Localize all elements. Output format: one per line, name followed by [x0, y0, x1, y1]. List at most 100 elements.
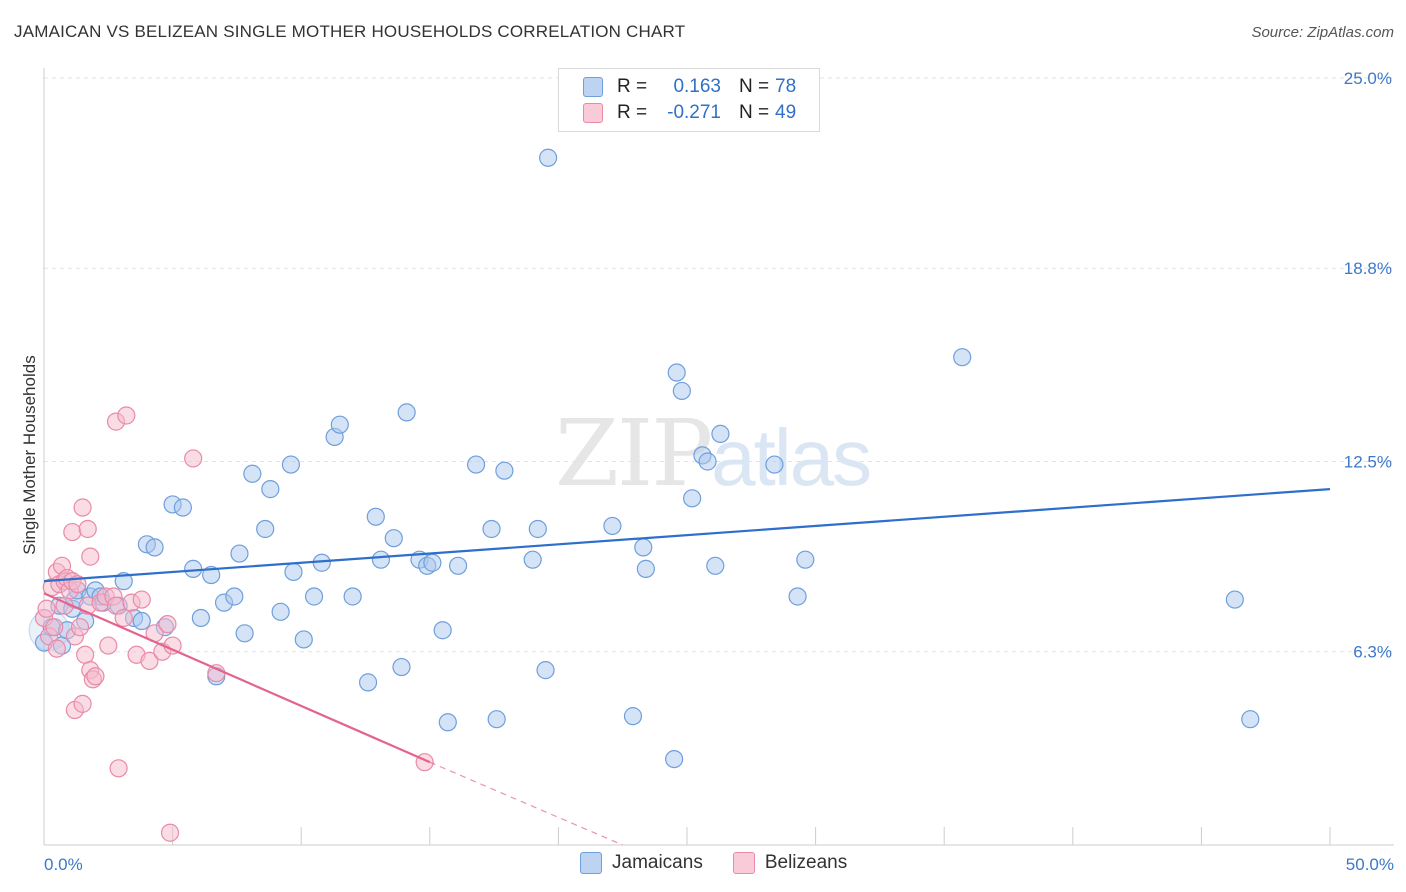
jamaican-point — [397, 403, 416, 422]
y-axis-label: Single Mother Households — [20, 355, 39, 555]
jamaican-point — [466, 455, 486, 474]
correlation-legend: R = 0.163 N = 78 R = -0.271 N = 49 — [558, 68, 820, 132]
jamaican-point — [294, 630, 313, 649]
jamaican-point — [132, 611, 151, 631]
jamaican-point — [243, 464, 262, 483]
belizean-point — [37, 599, 56, 618]
jamaican-point — [672, 381, 691, 401]
jamaican-point — [304, 587, 324, 606]
belizean-point — [140, 651, 159, 671]
jamaican-point — [667, 363, 686, 382]
jamaican-point — [636, 559, 655, 578]
jamaican-point — [392, 657, 411, 677]
jamaican-point — [1225, 590, 1244, 609]
legend-r-value: -0.271 — [667, 102, 721, 123]
belizean-point — [158, 615, 177, 634]
jamaican-point — [261, 480, 280, 499]
legend-swatch-pink — [732, 852, 755, 874]
belizean-point — [70, 618, 90, 637]
belizean-point — [47, 639, 66, 658]
y-tick-label: 6.3% — [1353, 643, 1392, 662]
legend-row-jamaicans: R = 0.163 N = 78 — [583, 74, 796, 100]
jamaican-point — [698, 452, 717, 471]
legend-swatch-pink — [583, 103, 603, 123]
belizean-point — [78, 519, 97, 539]
jamaican-point — [114, 572, 133, 591]
jamaican-point — [448, 556, 468, 575]
watermark: ZIPatlas — [555, 400, 872, 507]
belizean-point — [114, 608, 133, 628]
belizean-point — [184, 449, 203, 468]
belizean-trend-extension — [429, 761, 623, 846]
jamaican-point — [528, 519, 547, 539]
jamaican-point — [145, 538, 164, 557]
legend-swatch-blue — [580, 852, 602, 874]
watermark-zip: ZIP — [555, 400, 713, 507]
jamaican-point — [433, 621, 452, 640]
legend-r-label: R = — [617, 102, 648, 123]
legend-item-belizeans[interactable]: Belizeans — [732, 852, 848, 874]
jamaican-point — [225, 587, 244, 606]
jamaican-point — [706, 556, 725, 575]
y-tick-label: 25.0% — [1344, 69, 1392, 88]
jamaican-point — [202, 565, 221, 585]
belizean-point — [86, 667, 105, 686]
legend-n-value: 49 — [775, 102, 797, 123]
jamaican-point — [665, 749, 684, 769]
watermark-atlas: atlas — [711, 413, 872, 502]
legend-item-jamaicans[interactable]: Jamaicans — [580, 852, 703, 874]
jamaican-point — [281, 455, 301, 474]
jamaican-point — [366, 507, 385, 526]
belizean-point — [99, 636, 118, 655]
legend-r-label: R = — [617, 76, 648, 97]
jamaican-point — [384, 529, 403, 548]
jamaican-point — [539, 148, 558, 167]
jamaican-point — [371, 550, 391, 569]
belizean-point — [73, 498, 92, 517]
belizean-point — [81, 547, 100, 566]
jamaican-point — [184, 559, 203, 578]
jamaican-point — [256, 519, 275, 539]
jamaican-point — [1241, 710, 1260, 729]
jamaican-point — [230, 544, 249, 563]
jamaican-point — [788, 587, 807, 606]
jamaican-point — [634, 538, 653, 557]
jamaican-point — [284, 562, 303, 582]
jamaican-point — [358, 673, 378, 692]
legend-label-jamaicans: Jamaicans — [612, 852, 703, 873]
legend-n-label: N = — [739, 76, 770, 97]
legend-r-value: 0.163 — [673, 76, 721, 97]
belizean-point — [63, 522, 82, 542]
jamaican-point — [423, 553, 442, 572]
jamaican-trend-line — [43, 488, 1331, 583]
jamaican-point — [603, 516, 622, 536]
x-tick-label: 50.0% — [1346, 855, 1394, 874]
belizean-point — [73, 694, 92, 713]
series-legend: Jamaicans Belizeans — [580, 852, 877, 874]
source-note: Source: ZipAtlas.com — [1251, 24, 1394, 41]
belizean-point — [160, 823, 180, 842]
jamaican-point — [765, 455, 784, 474]
legend-n-value: 78 — [775, 76, 797, 97]
belizean-point — [132, 590, 151, 609]
jamaican-point — [711, 424, 730, 443]
legend-n-label: N = — [739, 102, 770, 123]
belizean-point — [76, 645, 95, 664]
jamaican-point — [683, 489, 702, 508]
belizean-trend-line — [43, 592, 431, 764]
jamaican-point — [482, 519, 501, 539]
legend-label-belizeans: Belizeans — [764, 852, 848, 873]
jamaican-point — [953, 348, 972, 367]
legend-swatch-blue — [583, 77, 603, 97]
jamaican-point — [330, 415, 349, 434]
belizean-point — [109, 759, 128, 778]
jamaican-point — [796, 550, 815, 569]
legend-row-belizeans: R = -0.271 N = 49 — [583, 100, 796, 126]
x-tick-label: 0.0% — [44, 855, 83, 874]
jamaican-point — [191, 608, 210, 628]
jamaican-point — [487, 710, 506, 729]
jamaican-point — [495, 461, 514, 480]
jamaican-point — [235, 624, 254, 643]
belizean-point — [45, 618, 64, 637]
